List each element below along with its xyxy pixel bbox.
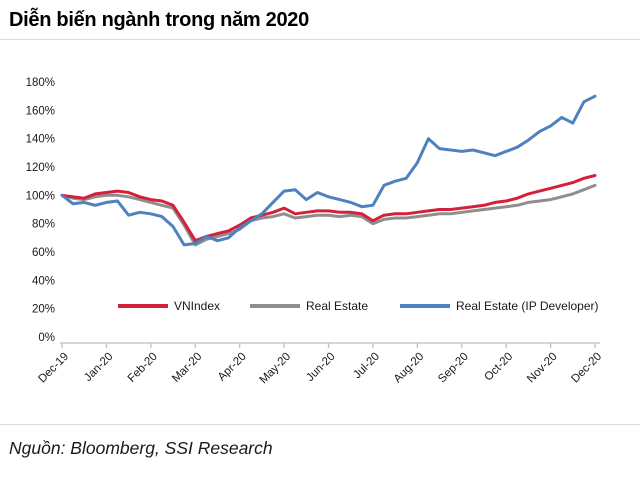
top-divider	[0, 39, 640, 40]
y-tick-label: 100%	[26, 190, 55, 202]
performance-chart: 180% 160% 140% 120% 100% 80% 60% 40% 20% 0% Dec-19…	[0, 40, 640, 424]
page-title: Diễn biến ngành trong năm 2020	[9, 9, 309, 31]
y-tick-label: 0%	[38, 332, 55, 344]
y-tick-label: 40%	[32, 275, 55, 287]
x-tick-label: Mar-20	[170, 351, 204, 385]
x-tick-label: Feb-20	[126, 351, 160, 385]
y-tick-label: 160%	[26, 105, 55, 117]
source-text: Nguồn: Bloomberg, SSI Research	[9, 438, 273, 458]
y-tick-label: 80%	[32, 219, 55, 231]
x-tick-label: Dec-19	[36, 351, 71, 386]
series-line-real-estate	[60, 183, 597, 247]
x-tick-label: Nov-20	[525, 351, 560, 386]
x-tick-label: Aug-20	[392, 351, 427, 386]
y-tick-label: 120%	[26, 162, 55, 174]
x-tick-label: Sep-20	[436, 351, 471, 386]
bottom-divider	[0, 424, 640, 425]
y-tick-label: 180%	[26, 77, 55, 89]
chart-canvas: 180% 160% 140% 120% 100% 80% 60% 40% 20% 0% Dec-19…	[26, 77, 605, 387]
x-tick-label: Apr-20	[216, 351, 249, 384]
series-line-vnindex	[60, 174, 597, 243]
x-tick-label: Jan-20	[82, 351, 115, 384]
x-tick-label: May-20	[258, 351, 294, 387]
y-tick-label: 20%	[32, 304, 55, 316]
x-tick-label: Jul-20	[351, 351, 382, 382]
series-line-real-estate-ip-developer	[60, 94, 597, 247]
x-tick-label: Jun-20	[304, 351, 337, 384]
y-tick-label: 60%	[32, 247, 55, 259]
y-tick-label: 140%	[26, 134, 55, 146]
x-tick-label: Oct-20	[482, 351, 515, 384]
x-tick-label: Dec-20	[569, 351, 604, 386]
